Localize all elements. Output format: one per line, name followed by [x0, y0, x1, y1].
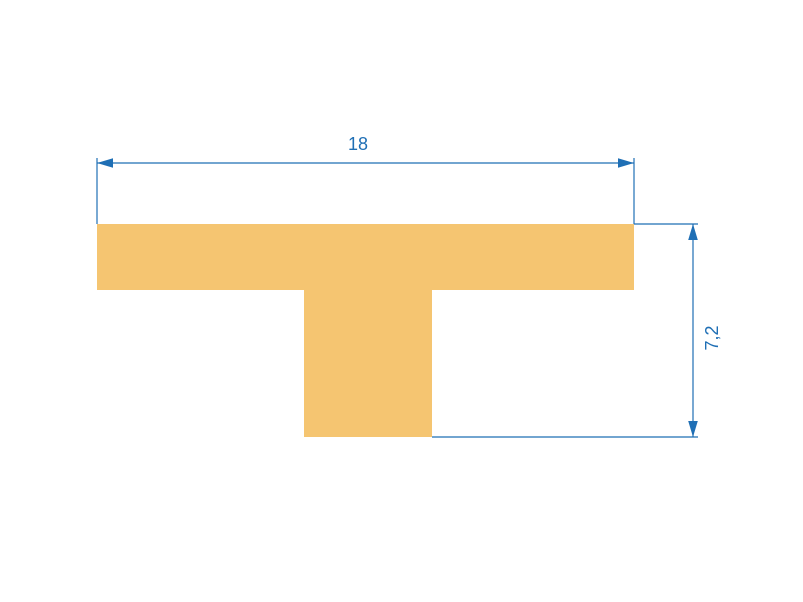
diagram-svg: 18 7,2 — [0, 0, 803, 602]
width-arrow-right — [618, 158, 634, 168]
height-arrow-top — [688, 224, 698, 240]
t-profile-shape — [97, 224, 634, 437]
drawing-canvas: 18 7,2 — [0, 0, 803, 602]
width-arrow-left — [97, 158, 113, 168]
height-label: 7,2 — [702, 325, 722, 350]
height-arrow-bottom — [688, 421, 698, 437]
width-dimension: 18 — [97, 134, 634, 224]
width-label: 18 — [348, 134, 368, 154]
